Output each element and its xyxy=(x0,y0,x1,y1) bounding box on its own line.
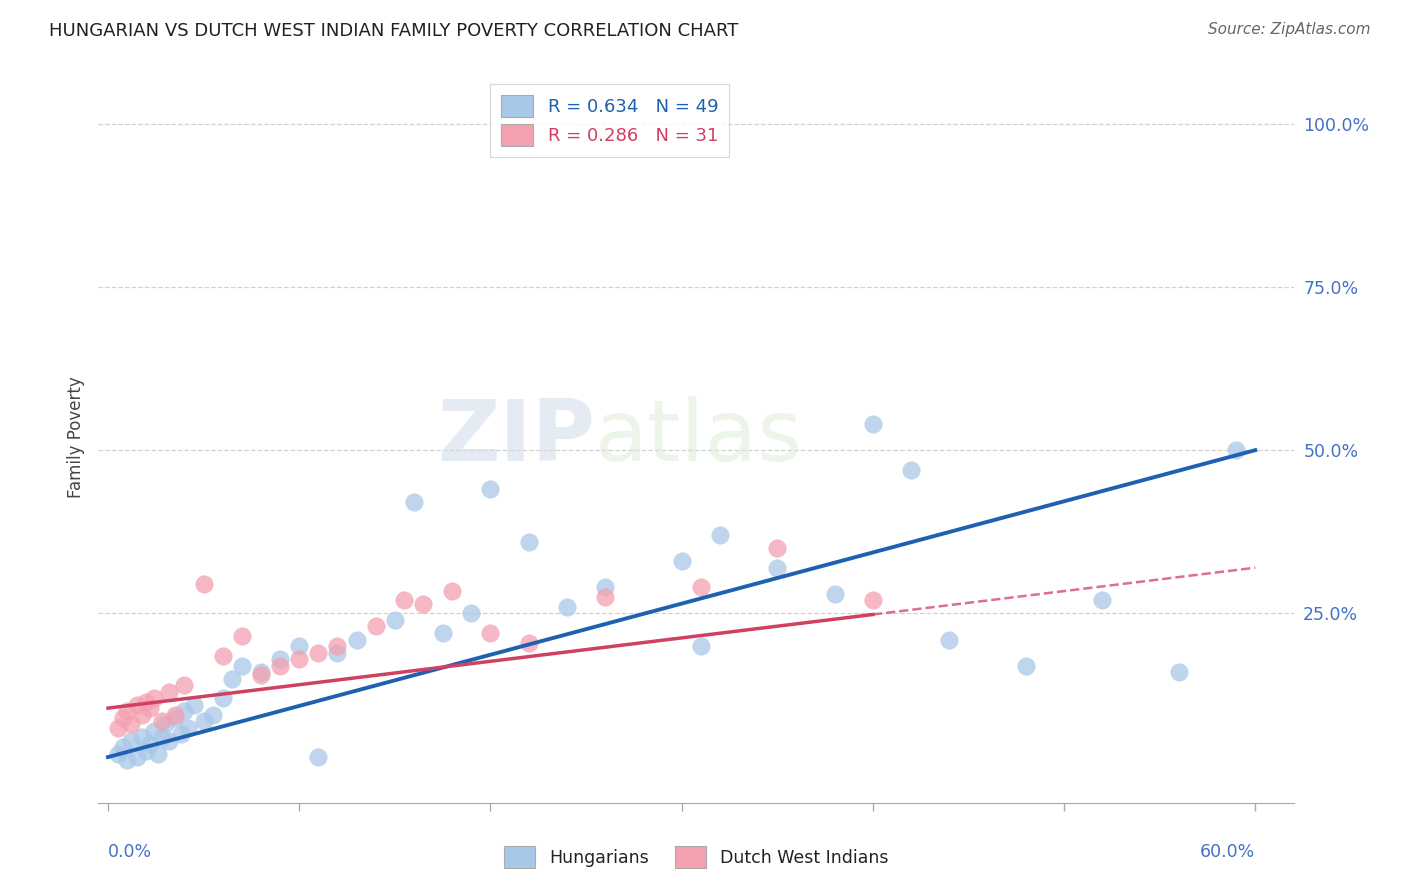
Point xyxy=(269,658,291,673)
Legend: Hungarians, Dutch West Indians: Hungarians, Dutch West Indians xyxy=(496,839,896,874)
Point xyxy=(211,691,233,706)
Y-axis label: Family Poverty: Family Poverty xyxy=(66,376,84,498)
Point xyxy=(671,554,693,568)
Point xyxy=(824,587,846,601)
Text: HUNGARIAN VS DUTCH WEST INDIAN FAMILY POVERTY CORRELATION CHART: HUNGARIAN VS DUTCH WEST INDIAN FAMILY PO… xyxy=(49,22,738,40)
Point xyxy=(125,750,148,764)
Point xyxy=(193,577,215,591)
Point xyxy=(593,590,616,604)
Point xyxy=(326,646,349,660)
Point xyxy=(135,695,157,709)
Point xyxy=(107,747,129,761)
Point xyxy=(193,714,215,728)
Point xyxy=(211,648,233,663)
Point xyxy=(1225,443,1247,458)
Point xyxy=(163,707,186,722)
Point xyxy=(766,541,789,555)
Point xyxy=(346,632,368,647)
Point xyxy=(862,417,884,431)
Point xyxy=(766,560,789,574)
Point xyxy=(288,652,311,666)
Point xyxy=(150,731,173,745)
Point xyxy=(231,629,253,643)
Point xyxy=(112,740,135,755)
Point xyxy=(177,721,200,735)
Point xyxy=(131,707,153,722)
Point xyxy=(146,747,169,761)
Point xyxy=(689,639,711,653)
Point xyxy=(288,639,311,653)
Point xyxy=(460,607,482,621)
Point xyxy=(441,583,464,598)
Point xyxy=(1015,658,1038,673)
Point xyxy=(142,691,165,706)
Point xyxy=(326,639,349,653)
Point xyxy=(131,731,153,745)
Point xyxy=(479,483,502,497)
Point xyxy=(120,717,142,731)
Point xyxy=(202,707,225,722)
Point xyxy=(173,678,195,692)
Point xyxy=(142,723,165,738)
Point xyxy=(173,705,195,719)
Point xyxy=(169,727,191,741)
Point xyxy=(479,626,502,640)
Point xyxy=(125,698,148,712)
Point xyxy=(689,580,711,594)
Text: 60.0%: 60.0% xyxy=(1201,843,1256,861)
Point xyxy=(412,597,434,611)
Point xyxy=(112,711,135,725)
Point xyxy=(307,646,329,660)
Point xyxy=(517,636,540,650)
Point xyxy=(364,619,387,633)
Point xyxy=(115,705,138,719)
Point xyxy=(394,593,416,607)
Point xyxy=(555,599,578,614)
Point xyxy=(307,750,329,764)
Point xyxy=(250,668,273,682)
Point xyxy=(115,753,138,767)
Point xyxy=(402,495,425,509)
Point xyxy=(432,626,454,640)
Point xyxy=(135,743,157,757)
Point xyxy=(120,733,142,747)
Point xyxy=(107,721,129,735)
Text: Source: ZipAtlas.com: Source: ZipAtlas.com xyxy=(1208,22,1371,37)
Point xyxy=(157,685,180,699)
Point xyxy=(250,665,273,680)
Point xyxy=(139,701,162,715)
Text: ZIP: ZIP xyxy=(437,395,595,479)
Point xyxy=(1091,593,1114,607)
Point xyxy=(1167,665,1189,680)
Point xyxy=(862,593,884,607)
Point xyxy=(938,632,960,647)
Point xyxy=(709,528,731,542)
Point xyxy=(150,714,173,728)
Point xyxy=(231,658,253,673)
Point xyxy=(163,711,186,725)
Point xyxy=(139,737,162,751)
Point xyxy=(269,652,291,666)
Point xyxy=(593,580,616,594)
Point xyxy=(157,733,180,747)
Point xyxy=(384,613,406,627)
Point xyxy=(900,463,922,477)
Point xyxy=(183,698,205,712)
Point xyxy=(155,717,177,731)
Point xyxy=(517,534,540,549)
Point xyxy=(221,672,243,686)
Text: atlas: atlas xyxy=(595,395,803,479)
Text: 0.0%: 0.0% xyxy=(108,843,152,861)
